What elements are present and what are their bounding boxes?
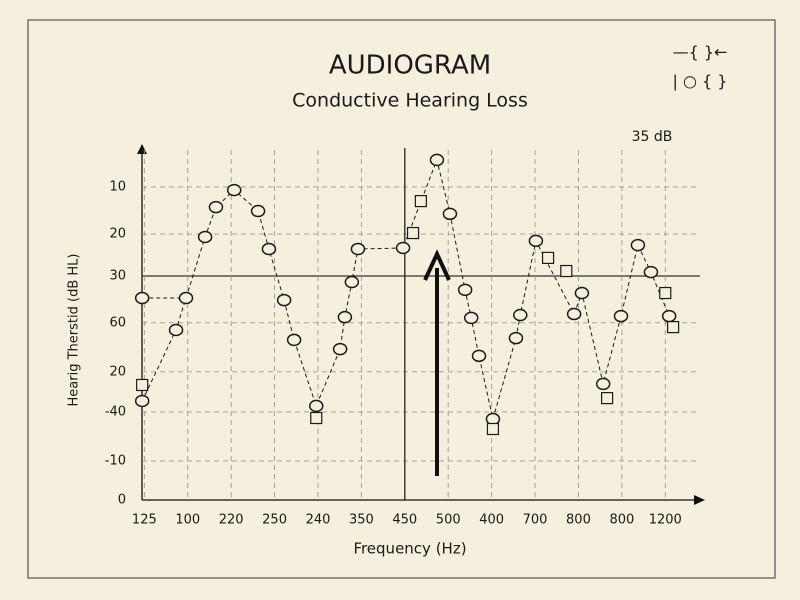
circle-marker	[226, 183, 242, 197]
legend-symbols: | ○ { }	[673, 72, 728, 91]
x-tick-label: 700	[523, 513, 548, 528]
square-marker	[414, 194, 427, 208]
circle-marker	[261, 242, 277, 256]
circle-marker	[513, 308, 528, 322]
circle-marker	[276, 293, 292, 307]
x-tick-label: 250	[262, 513, 287, 528]
square-marker	[310, 411, 323, 425]
circle-marker	[643, 265, 659, 279]
square-marker	[136, 378, 149, 392]
x-tick-label: 400	[479, 513, 504, 528]
square-marker	[666, 321, 680, 334]
y-tick-label: -40	[105, 404, 126, 419]
circle-marker	[429, 153, 445, 167]
x-axis-label: Frequency (Hz)	[353, 540, 466, 558]
annotation: 35 dB	[632, 129, 673, 145]
circle-marker	[457, 283, 473, 297]
x-tick-label: 125	[132, 513, 157, 528]
circle-marker	[308, 399, 324, 413]
arrow-head	[423, 249, 451, 281]
x-tick-label: 800	[566, 513, 591, 528]
legend-symbols: —{ }←	[673, 43, 728, 62]
y-tick-label: 60	[109, 315, 126, 330]
chart-title: AUDIOGRAM	[329, 51, 491, 81]
circle-marker	[250, 204, 266, 218]
circle-marker	[197, 230, 213, 244]
circle-marker	[528, 234, 544, 248]
circle-marker	[134, 394, 150, 408]
circle-marker	[508, 331, 524, 345]
x-tick-label: 800	[609, 513, 634, 528]
circle-marker	[178, 291, 194, 305]
x-tick-label: 350	[349, 513, 374, 528]
square-marker	[406, 226, 420, 240]
circle-marker	[661, 309, 677, 323]
circle-marker	[463, 311, 479, 325]
x-tick-label: 1200	[649, 513, 682, 528]
y-tick-label: -10	[105, 453, 126, 468]
x-tick-label: 450	[392, 513, 417, 528]
circle-marker	[344, 275, 360, 289]
circle-marker	[350, 242, 366, 256]
circle-marker	[286, 333, 302, 347]
circle-marker	[134, 291, 150, 305]
x-tick-label: 220	[219, 513, 244, 528]
frame	[27, 19, 776, 579]
square-marker	[601, 392, 614, 405]
square-marker	[541, 251, 555, 264]
circle-marker	[332, 342, 348, 356]
y-tick-label: 20	[109, 227, 126, 242]
y-tick-label: 10	[109, 179, 126, 194]
circle-marker	[337, 310, 353, 324]
circle-marker	[566, 307, 582, 321]
x-tick-label: 500	[436, 513, 461, 528]
circle-marker	[168, 323, 184, 337]
circle-marker	[395, 241, 411, 255]
circle-marker	[574, 286, 590, 300]
y-axis-label: Hearig Therstid (dB HL)	[67, 254, 82, 407]
circle-marker	[442, 207, 458, 221]
square-marker	[560, 264, 573, 278]
y-tick-label: 30	[109, 268, 126, 283]
y-tick-label: 20	[109, 364, 126, 379]
y-tick-label: 0	[118, 493, 126, 508]
x-axis-arrow	[694, 495, 705, 505]
x-tick-label: 100	[175, 513, 200, 528]
circle-marker	[613, 309, 629, 323]
circle-marker	[471, 349, 487, 363]
circle-marker	[595, 377, 611, 391]
square-marker	[486, 422, 500, 436]
circle-marker	[208, 200, 224, 214]
square-marker	[659, 286, 672, 300]
circle-marker	[630, 238, 646, 252]
x-tick-label: 240	[306, 513, 331, 528]
chart-subtitle: Conductive Hearing Loss	[292, 90, 528, 112]
